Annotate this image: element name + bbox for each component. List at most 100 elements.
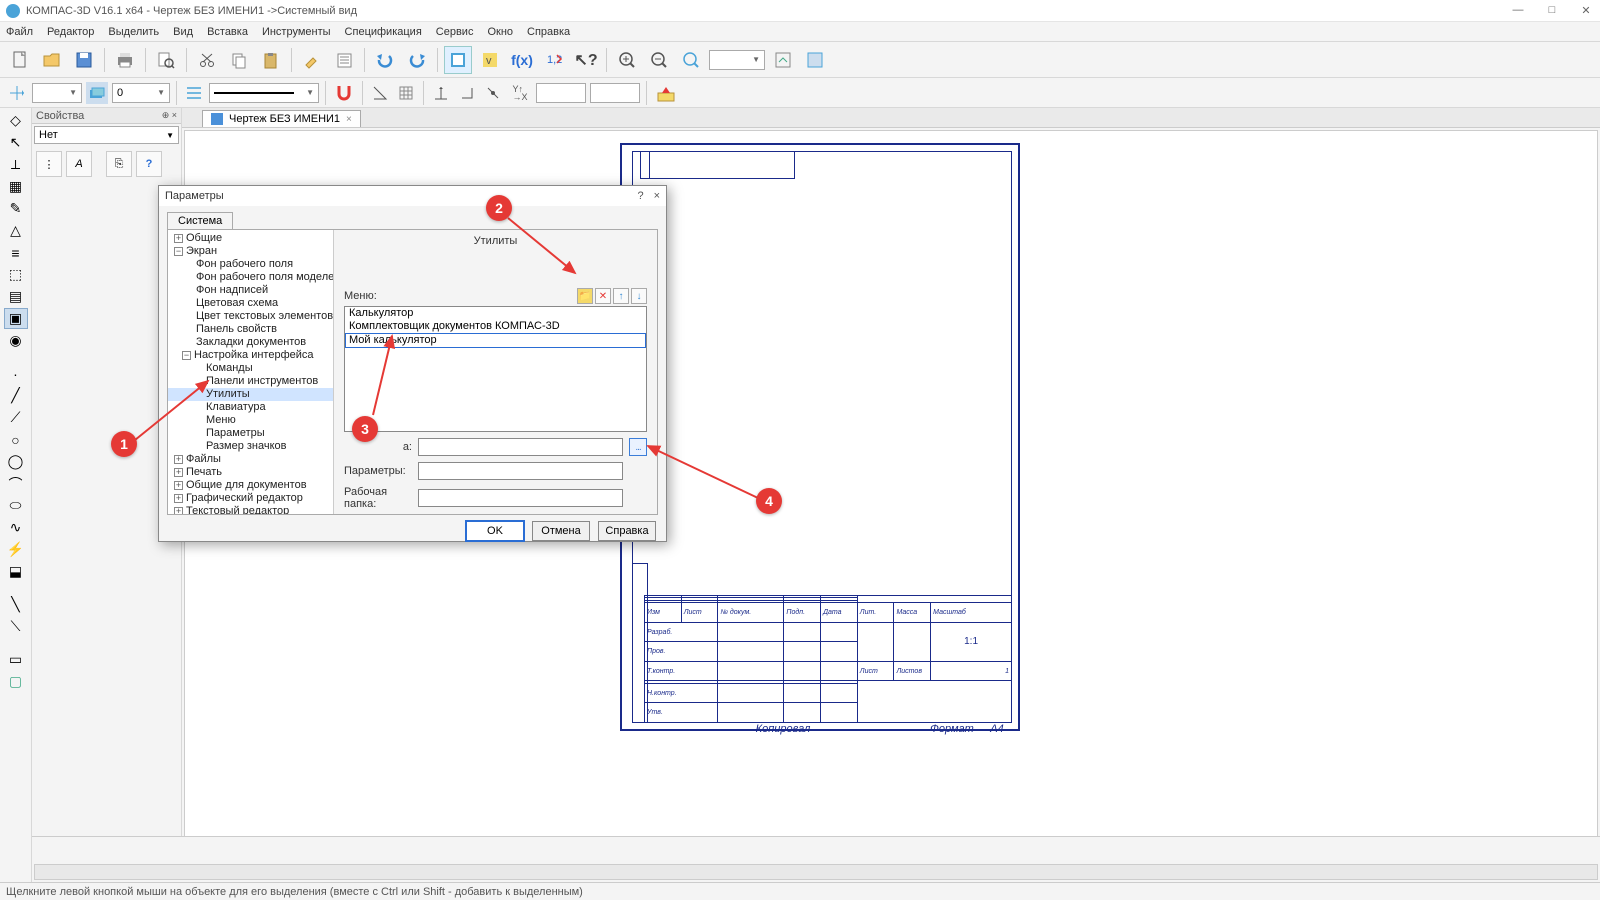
field1-input[interactable] [418,438,623,456]
dialog-tab-system[interactable]: Система [167,212,233,229]
zoom-in-icon[interactable] [613,46,641,74]
menu-item-1[interactable]: Комплектовщик документов КОМПАС-3D [345,320,646,333]
tool-b2-icon[interactable]: ⟍ [4,616,28,637]
tree-item[interactable]: Панель свойств [168,323,333,336]
pin-icon[interactable]: ⊕ × [162,110,177,121]
x-input[interactable] [536,83,586,103]
round-icon[interactable] [482,82,504,104]
tool-c2-icon[interactable]: ▢ [4,671,28,692]
rebuild-icon[interactable] [801,46,829,74]
copy-icon[interactable] [225,46,253,74]
tool-param-icon[interactable]: △ [4,220,28,241]
properties-icon[interactable] [298,46,326,74]
tool-line2-icon[interactable]: ⟋ [4,407,28,428]
tool-measure-icon[interactable]: ≡ [4,242,28,263]
tool-circle2-icon[interactable]: ◯ [4,451,28,472]
new-icon[interactable] [6,46,34,74]
tool-arc-icon[interactable]: ⌒ [4,473,28,494]
menu-spec[interactable]: Спецификация [345,26,422,38]
edit-icon[interactable] [653,80,679,106]
pi3-icon[interactable]: ⎘ [106,151,132,177]
field2-input[interactable] [418,462,623,480]
pi4-icon[interactable]: ? [136,151,162,177]
tree-item[interactable]: −Экран [168,245,333,258]
hscrollbar[interactable] [34,864,1598,880]
tool-point-icon[interactable]: · [4,363,28,384]
ortho-icon[interactable] [430,82,452,104]
save-icon[interactable] [70,46,98,74]
dialog-help-button[interactable]: ? [637,190,643,202]
tree-item[interactable]: Фон надписей [168,284,333,297]
linetype-combo[interactable]: ▼ [209,83,319,103]
tool-10-icon[interactable]: ◉ [4,330,28,351]
cut-icon[interactable] [193,46,221,74]
doc-tab-close[interactable]: × [346,114,352,125]
field3-input[interactable] [418,489,623,507]
tree-item[interactable]: Фон рабочего поля моделей [168,271,333,284]
tool-9-icon[interactable]: ▣ [4,308,28,329]
tree-item[interactable]: Панели инструментов [168,375,333,388]
menu-list[interactable]: Калькулятор Комплектовщик документов КОМ… [344,306,647,432]
menu-item-editing[interactable]: Мой калькулятор [345,333,646,348]
minimize-button[interactable]: — [1510,4,1526,17]
tree-item[interactable]: Меню [168,414,333,427]
variables-icon[interactable]: v [476,46,504,74]
grid-icon[interactable] [395,82,417,104]
paste-icon[interactable] [257,46,285,74]
snap1-icon[interactable] [6,82,28,104]
open-icon[interactable] [38,46,66,74]
tree-item[interactable]: Закладки документов [168,336,333,349]
pi2-icon[interactable]: A [66,151,92,177]
tool-b1-icon[interactable]: ╲ [4,594,28,615]
menu-insert[interactable]: Вставка [207,26,248,38]
tool-8-icon[interactable]: ▤ [4,286,28,307]
menu-service[interactable]: Сервис [436,26,474,38]
constr-icon[interactable] [456,82,478,104]
angle-icon[interactable] [369,82,391,104]
tool-ellipse-icon[interactable]: ⬭ [4,495,28,516]
tree-item[interactable]: Клавиатура [168,401,333,414]
tool-flash-icon[interactable]: ⚡ [4,539,28,560]
menu-window[interactable]: Окно [487,26,513,38]
menu-edit[interactable]: Редактор [47,26,94,38]
tree-item[interactable]: Фон рабочего поля [168,258,333,271]
menu-tools[interactable]: Инструменты [262,26,331,38]
manager-icon[interactable] [444,46,472,74]
browse-button[interactable]: ... [629,438,647,456]
tree-item[interactable]: +Общие для документов [168,479,333,492]
zoom-out-icon[interactable] [645,46,673,74]
tree-pane[interactable]: +Общие−ЭкранФон рабочего поляФон рабочег… [168,230,334,514]
linetype-icon[interactable] [183,82,205,104]
layer-icon[interactable] [86,82,108,104]
tree-item[interactable]: Размер значков [168,440,333,453]
tree-item[interactable]: +Файлы [168,453,333,466]
tree-item[interactable]: +Печать [168,466,333,479]
preview-icon[interactable] [152,46,180,74]
zoom-combo[interactable]: ▼ [709,50,765,70]
menu-select[interactable]: Выделить [108,26,159,38]
y-input[interactable] [590,83,640,103]
tool-circle-icon[interactable]: ○ [4,429,28,450]
help-arrow-icon[interactable]: ↖? [572,46,600,74]
tool-dim-icon[interactable]: ⟂ [4,154,28,175]
tool-spline-icon[interactable]: ∿ [4,517,28,538]
tree-item[interactable]: +Текстовый редактор [168,505,333,514]
dialog-close-button[interactable]: × [654,190,660,202]
tool-7-icon[interactable]: ⬚ [4,264,28,285]
tool-rect-icon[interactable]: ⬓ [4,561,28,582]
tool-edit-icon[interactable]: ✎ [4,198,28,219]
tree-item[interactable]: Параметры [168,427,333,440]
tool-c1-icon[interactable]: ▭ [4,649,28,670]
menu-item-0[interactable]: Калькулятор [345,307,646,320]
magnet-icon[interactable] [332,81,356,105]
close-button[interactable]: ✕ [1578,4,1594,17]
tree-item[interactable]: +Графический редактор [168,492,333,505]
tree-item[interactable]: Цвет текстовых элементов [168,310,333,323]
menu-view[interactable]: Вид [173,26,193,38]
menu-help[interactable]: Справка [527,26,570,38]
refresh-icon[interactable] [769,46,797,74]
menu-down-icon[interactable]: ↓ [631,288,647,304]
fx-icon[interactable]: f(x) [508,46,536,74]
menu-file[interactable]: Файл [6,26,33,38]
maximize-button[interactable]: □ [1544,4,1560,17]
